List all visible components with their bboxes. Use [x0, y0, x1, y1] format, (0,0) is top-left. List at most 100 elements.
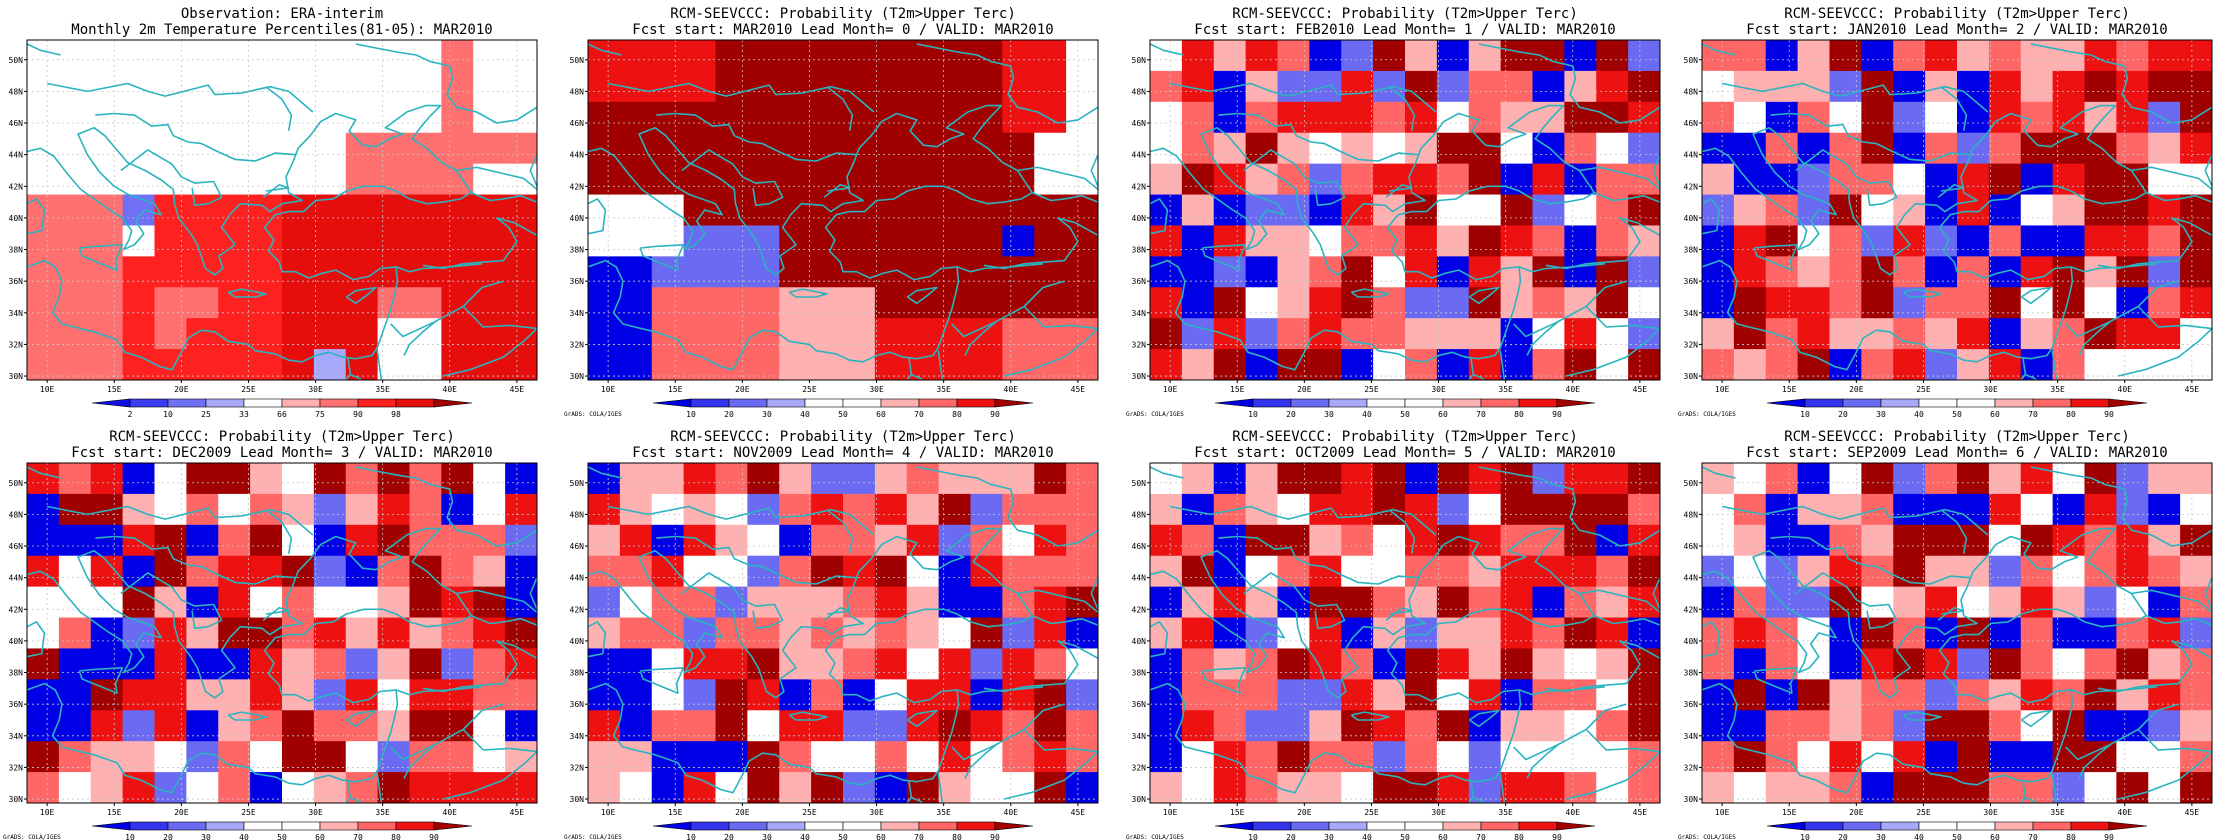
grid-cell [282, 648, 315, 680]
grid-cell [843, 772, 876, 804]
coastline [1201, 666, 1247, 694]
panel-title: RCM-SEEVCCC: Probability (T2m>Upper Terc… [670, 429, 1016, 445]
coastline [1565, 328, 1661, 377]
coastline [227, 711, 267, 721]
grid-cell [1532, 586, 1565, 619]
grid-cell [2148, 70, 2181, 103]
colorbar: 10 20 30 40 50 60 70 80 90 [1766, 821, 2148, 840]
y-tick-label: 30N [9, 795, 24, 804]
coastline [376, 350, 383, 380]
grid-cell [1733, 741, 1767, 773]
coastline [1937, 606, 1965, 621]
grid-cell [747, 349, 780, 381]
grid-cell [1829, 40, 1862, 72]
colorbar-swatch [1404, 821, 1444, 831]
x-tick-label: 25E [1364, 385, 1379, 394]
x-tick-label: 35E [936, 808, 951, 817]
colorbar-label: 30 [762, 833, 772, 840]
grid-cell [58, 679, 92, 711]
grid-cell [1277, 318, 1310, 350]
grid-cell [1861, 132, 1894, 165]
grid-cell [2084, 163, 2117, 196]
grid-cell [970, 524, 1003, 557]
grid-cell [1988, 163, 2022, 196]
grid-cell [1245, 555, 1278, 588]
colorbar-label: 20 [1286, 833, 1296, 840]
grid-cell [1277, 679, 1310, 711]
y-tick-label: 42N [1132, 182, 1147, 191]
colorbar-label: 50 [838, 410, 848, 419]
coastline [1513, 703, 1627, 761]
grid-cell [1628, 586, 1661, 619]
grid-cell [747, 555, 780, 588]
grid-cell [473, 648, 506, 680]
grid-cell [715, 493, 748, 526]
map-panel-8: RCM-SEEVCCC: Probability (T2m>Upper Terc… [1678, 429, 2213, 840]
coastline [26, 104, 473, 371]
grid-cell [313, 40, 347, 72]
y-tick-label: 30N [1132, 795, 1147, 804]
grid-cell [683, 772, 716, 804]
x-tick-label: 30E [1983, 808, 1998, 817]
colorbar-label: 20 [163, 833, 173, 840]
grid-cell [90, 40, 124, 72]
grid-cell [1765, 493, 1799, 526]
grid-cell [1861, 555, 1894, 588]
grid-cell [1925, 617, 1958, 649]
credit-text: GrADS: COLA/IGES [564, 834, 622, 840]
y-tick-label: 30N [1132, 372, 1147, 381]
grid-cell [58, 318, 92, 350]
grid-cell [1341, 101, 1374, 134]
grid-cell [683, 287, 716, 319]
grid-cell [1797, 194, 1830, 226]
grid-cell [779, 256, 812, 288]
panel-subtitle: Fcst start: DEC2009 Lead Month= 3 / VALI… [71, 445, 492, 461]
colorbar-label: 40 [800, 410, 810, 419]
grid-cell [186, 225, 219, 257]
coastline [587, 104, 1033, 371]
y-tick-label: 38N [570, 669, 585, 678]
grid-cell [1034, 101, 1067, 134]
grid-cell [90, 318, 124, 350]
grid-cell [1150, 772, 1183, 804]
grid-cell [1628, 710, 1661, 742]
grid-cell [1468, 256, 1502, 288]
grid-cell [473, 710, 506, 742]
coastline [1243, 149, 1346, 207]
coastline [1017, 589, 1099, 614]
grid-cell [2180, 493, 2213, 526]
grid-cell [1181, 101, 1215, 134]
grid-cell [747, 132, 780, 165]
grid-cell [1702, 772, 1735, 804]
grid-cell [970, 163, 1003, 196]
grid-cell [1034, 225, 1067, 257]
coastline [788, 711, 828, 721]
grid-cell [27, 772, 60, 804]
grid-cell [58, 194, 92, 226]
y-tick-label: 34N [1684, 309, 1699, 318]
x-tick-label: 20E [1297, 808, 1312, 817]
coastline [1701, 466, 1736, 479]
grid-cell [218, 70, 251, 103]
grid-cell [122, 163, 155, 196]
coastline [376, 773, 383, 803]
y-tick-label: 44N [1132, 574, 1147, 583]
y-tick-label: 32N [9, 763, 24, 772]
grid-cell [970, 493, 1003, 526]
grid-cell [1532, 772, 1565, 804]
grid-cell [1532, 349, 1565, 381]
colorbar-label: 60 [1990, 410, 2000, 419]
grid-cell [1309, 524, 1342, 557]
grid-cell [377, 524, 410, 557]
panel-subtitle: Fcst start: SEP2009 Lead Month= 6 / VALI… [1746, 445, 2167, 461]
colorbar-end [91, 821, 131, 831]
colorbar-swatch [1328, 398, 1368, 408]
credit-text: GrADS: COLA/IGES [564, 411, 622, 418]
grid-cell [1893, 287, 1926, 319]
y-tick-label: 48N [1684, 510, 1699, 519]
grid-cell [1925, 524, 1958, 557]
grid-cell [250, 101, 283, 134]
grid-cell [441, 493, 474, 526]
grid-cell [1893, 70, 1926, 103]
grid-cell [122, 617, 155, 649]
